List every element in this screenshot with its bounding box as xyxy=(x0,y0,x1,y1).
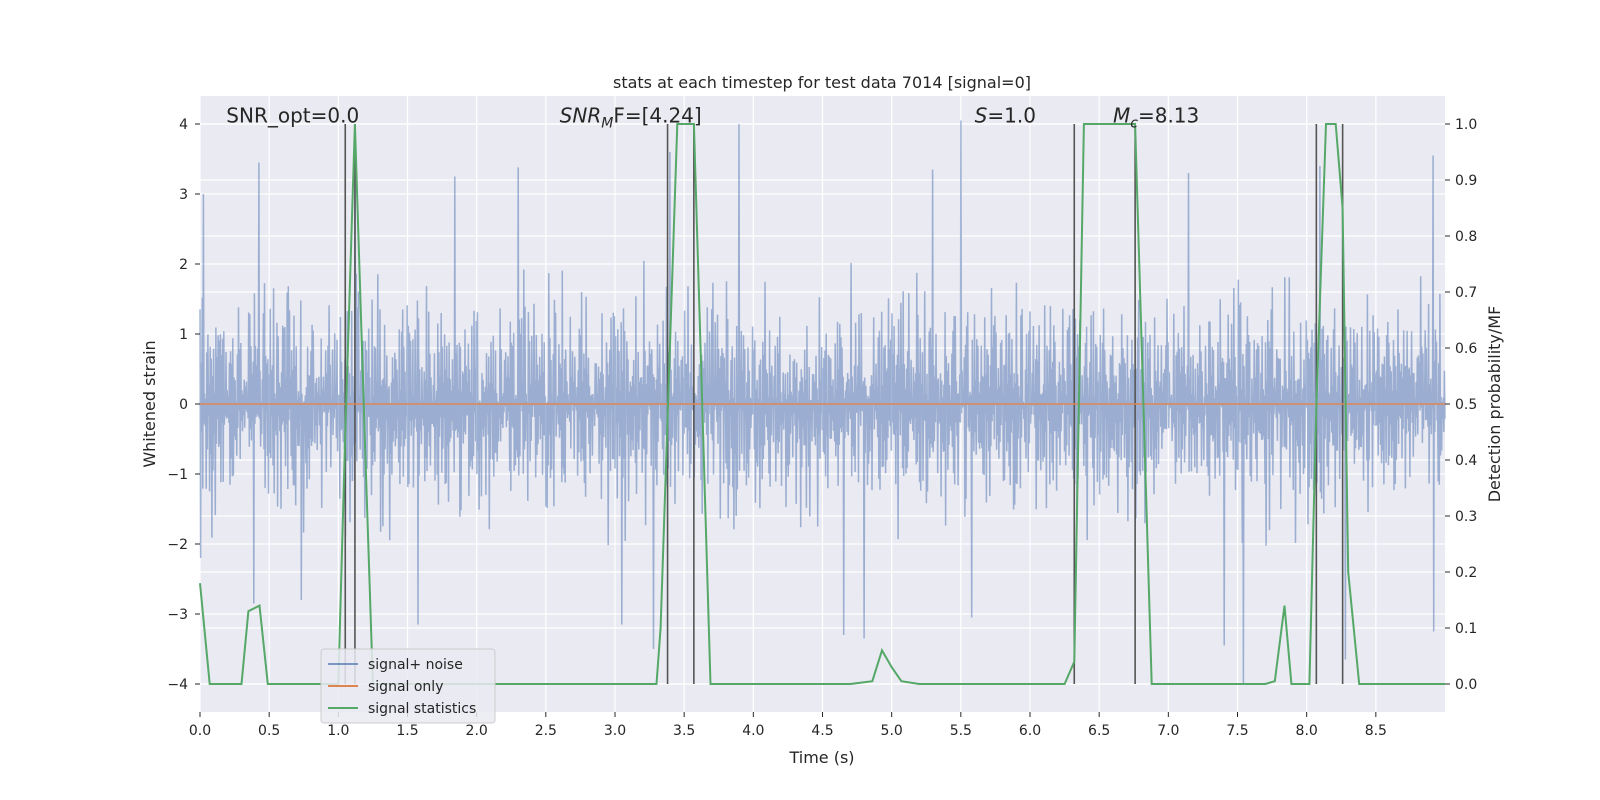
x-axis-label: Time (s) xyxy=(788,748,854,767)
x-tick-label: 6.0 xyxy=(1019,723,1041,739)
series-signal-plus-noise xyxy=(199,120,1446,685)
x-tick-label: 5.0 xyxy=(881,723,903,739)
legend: signal+ noise signal only signal statistic… xyxy=(320,648,496,724)
y-tick-label-right: 0.6 xyxy=(1455,341,1477,357)
annotation-value: F=[4.24] xyxy=(613,104,701,128)
x-tick-label: 0.0 xyxy=(189,723,211,739)
annotation-value: =1.0 xyxy=(987,104,1036,128)
y-tick-label-right: 0.0 xyxy=(1455,677,1477,693)
y-tick-label-left: 2 xyxy=(179,257,188,273)
x-tick-label: 7.5 xyxy=(1226,723,1248,739)
y-tick-label-left: −2 xyxy=(167,537,188,553)
legend-box xyxy=(320,648,496,724)
y-tick-label-left: −4 xyxy=(167,677,188,693)
legend-label: signal only xyxy=(368,679,443,695)
annotation-subscript: M xyxy=(601,116,613,132)
annotation-snr-mf: SNRMF=[4.24] xyxy=(560,104,702,132)
series-signal-statistics xyxy=(199,123,1445,685)
x-tick-label: 3.5 xyxy=(673,723,695,739)
annotation-s-value: S=1.0 xyxy=(975,104,1036,128)
y-tick-label-left: 1 xyxy=(179,327,188,343)
y-tick-label-left: −3 xyxy=(167,607,188,623)
annotation-symbol: S xyxy=(975,104,988,128)
y-tick-label-left: 0 xyxy=(179,397,188,413)
y-axis-label-left: Whitened strain xyxy=(140,340,159,467)
x-tick-label: 0.5 xyxy=(258,723,280,739)
y-tick-label-right: 0.2 xyxy=(1455,565,1477,581)
y-tick-label-right: 0.1 xyxy=(1455,621,1477,637)
annotation-symbol: M xyxy=(1113,104,1130,128)
y-tick-label-left: 4 xyxy=(179,117,188,133)
y-tick-label-right: 0.8 xyxy=(1455,229,1477,245)
annotation-mc-value: Mc=8.13 xyxy=(1113,104,1199,132)
x-tick-label: 2.5 xyxy=(535,723,557,739)
x-tick-label: 4.5 xyxy=(811,723,833,739)
y-tick-label-right: 0.7 xyxy=(1455,285,1477,301)
x-tick-label: 1.5 xyxy=(396,723,418,739)
y-tick-label-left: −1 xyxy=(167,467,188,483)
x-tick-label: 3.0 xyxy=(604,723,626,739)
x-tick-label: 6.5 xyxy=(1088,723,1110,739)
y-tick-label-left: 3 xyxy=(179,187,188,203)
x-tick-label: 8.5 xyxy=(1365,723,1387,739)
annotation-snr-opt: SNR_opt=0.0 xyxy=(226,104,359,128)
y-axis-label-right: Detection probability/MF xyxy=(1485,306,1504,503)
x-tick-label: 7.0 xyxy=(1157,723,1179,739)
x-tick-label: 5.5 xyxy=(950,723,972,739)
annotation-symbol: SNR xyxy=(560,104,602,128)
annotation-subscript: c xyxy=(1130,116,1138,132)
legend-label: signal statistics xyxy=(368,701,476,717)
y-tick-label-right: 0.5 xyxy=(1455,397,1477,413)
y-tick-label-right: 0.9 xyxy=(1455,173,1477,189)
annotation-value: =8.13 xyxy=(1138,104,1199,128)
chart-title: stats at each timestep for test data 701… xyxy=(613,73,1031,92)
x-tick-label: 8.0 xyxy=(1296,723,1318,739)
x-tick-label: 4.0 xyxy=(742,723,764,739)
y-tick-label-right: 0.3 xyxy=(1455,509,1477,525)
y-tick-label-right: 0.4 xyxy=(1455,453,1477,469)
x-tick-label: 2.0 xyxy=(466,723,488,739)
x-tick-label: 1.0 xyxy=(327,723,349,739)
legend-label: signal+ noise xyxy=(368,657,463,673)
y-tick-label-right: 1.0 xyxy=(1455,117,1477,133)
